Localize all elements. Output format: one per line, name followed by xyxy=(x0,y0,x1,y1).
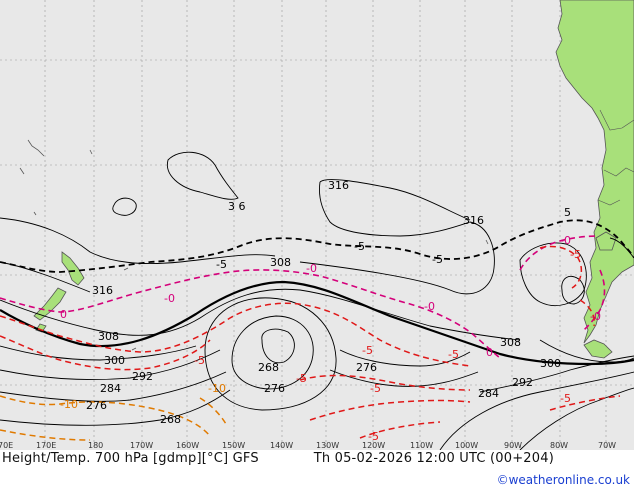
lon-label: 90W xyxy=(504,441,522,450)
weather-map: 316 3 6 316 308 316 308 300 292 284 276 … xyxy=(0,0,634,450)
temp-label-minus5: -5 xyxy=(448,348,459,361)
lon-label: 70E xyxy=(0,441,13,450)
temp-label-minus5: -5 xyxy=(296,372,307,385)
height-contour-thick xyxy=(0,280,634,366)
credit-link[interactable]: ©weatheronline.co.uk xyxy=(496,473,630,487)
height-label: 316 xyxy=(92,284,113,297)
height-label: 284 xyxy=(478,387,499,400)
height-label: 316 xyxy=(463,214,484,227)
lon-label: 150W xyxy=(222,441,245,450)
temp-minus10-isotherms xyxy=(0,395,227,441)
land-borders xyxy=(597,109,634,206)
temp-label-minus10: -10 xyxy=(60,398,78,411)
height-label: 276 xyxy=(356,361,377,374)
temp-label-minus5: -5 xyxy=(370,382,381,395)
height-label: 300 xyxy=(540,357,561,370)
temp-label-zero: -0 xyxy=(164,292,175,305)
height-label: 292 xyxy=(132,370,153,383)
lon-label: 70W xyxy=(598,441,616,450)
temp-minus5-isotherms xyxy=(0,245,621,439)
map-title: Height/Temp. 700 hPa [gdmp][°C] GFS xyxy=(2,451,259,466)
height-label: 308 xyxy=(500,336,521,349)
temp-label-minus10: -10 xyxy=(208,382,226,395)
temp-label-minus5: 5 xyxy=(564,206,571,219)
lon-label: 170E xyxy=(36,441,56,450)
height-label: 276 xyxy=(86,399,107,412)
temp-label-minus5: -5 xyxy=(354,240,365,253)
height-label: 268 xyxy=(258,361,279,374)
small-islands xyxy=(19,139,489,351)
height-label: 300 xyxy=(104,354,125,367)
height-label: 3 6 xyxy=(228,200,246,213)
temp-label-minus5: -5 xyxy=(362,344,373,357)
lat-lon-grid xyxy=(0,0,634,450)
temp-label-minus5: -5 xyxy=(570,248,581,261)
longitude-axis-labels: 70E 170E 180 170W 160W 150W 140W 130W 12… xyxy=(0,441,616,450)
height-label: 276 xyxy=(264,382,285,395)
height-labels: 316 3 6 316 308 316 308 300 292 284 276 … xyxy=(86,179,561,426)
temp-label-minus5: -5 xyxy=(560,392,571,405)
height-label: 316 xyxy=(328,179,349,192)
temp-label-zero: -0 xyxy=(590,310,601,323)
temp-boundary-black-dashed xyxy=(0,219,634,273)
valid-time: Th 05-02-2026 12:00 UTC (00+204) xyxy=(313,451,554,466)
lon-label: 140W xyxy=(270,441,293,450)
temp-label-zero: -0 xyxy=(424,300,435,313)
temp-label-minus5: -5 xyxy=(432,253,443,266)
temp-label-minus5: -5 xyxy=(368,430,379,443)
temp-labels: -0 -0 0 -0 -0 0 -0 -5 -5 -5 -5 -5 -5 -5 … xyxy=(60,206,601,443)
temp-label-minus5: -5 xyxy=(194,354,205,367)
lon-label: 100W xyxy=(455,441,478,450)
lon-label: 180 xyxy=(88,441,103,450)
temp-zero-isotherm xyxy=(0,235,606,359)
height-label: 308 xyxy=(270,256,291,269)
ocean-background xyxy=(0,0,634,450)
temp-label-zero: -0 xyxy=(306,262,317,275)
height-label: 308 xyxy=(98,330,119,343)
temp-label-zero: 0 xyxy=(486,346,493,359)
height-contours xyxy=(0,151,634,450)
lon-label: 120W xyxy=(362,441,385,450)
south-america-land xyxy=(555,0,634,359)
lon-label: 80W xyxy=(550,441,568,450)
temp-label-zero: 0 xyxy=(60,308,67,321)
height-label: 292 xyxy=(512,376,533,389)
temp-label-zero: -0 xyxy=(560,234,571,247)
temp-label-minus5: -5 xyxy=(216,258,227,271)
lon-label: 160W xyxy=(176,441,199,450)
lon-label: 110W xyxy=(410,441,433,450)
height-label: 284 xyxy=(100,382,121,395)
height-label: 268 xyxy=(160,413,181,426)
lon-label: 130W xyxy=(316,441,339,450)
lon-label: 170W xyxy=(130,441,153,450)
